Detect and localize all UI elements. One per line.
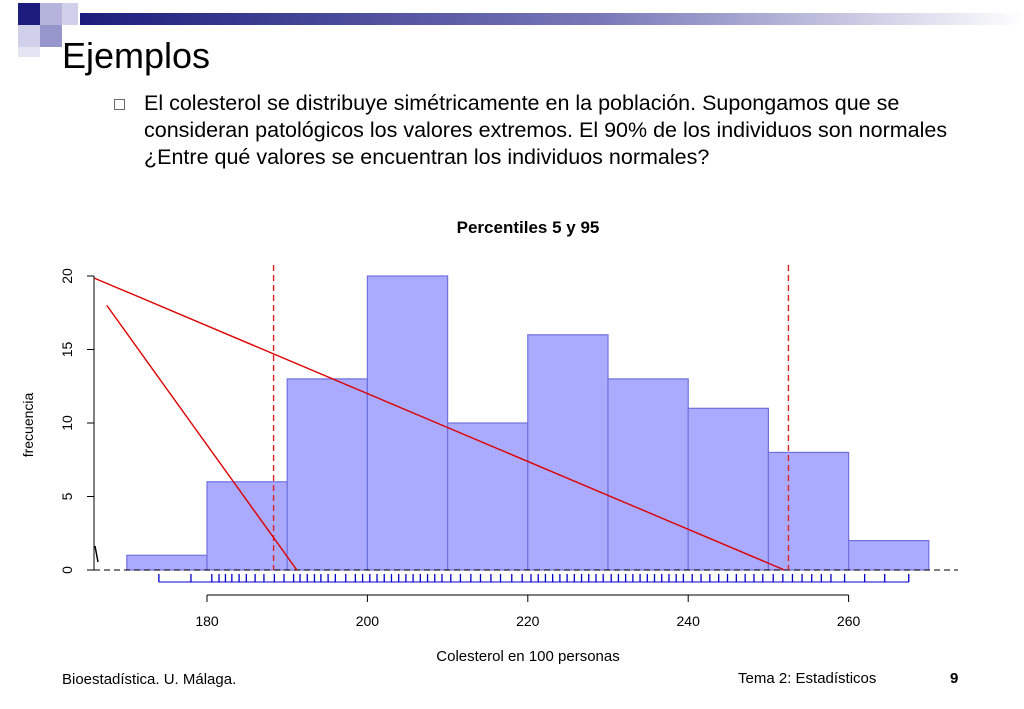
histogram-bar bbox=[767, 451, 850, 571]
deco-square-dark bbox=[40, 25, 62, 47]
histogram-bar bbox=[447, 422, 529, 571]
histogram-bar bbox=[607, 378, 689, 571]
density-curve-fragment bbox=[94, 545, 99, 563]
header-decoration bbox=[18, 3, 1024, 57]
bullet-text: El colesterol se distribuye simétricamen… bbox=[144, 91, 948, 169]
deco-square-light bbox=[18, 25, 40, 47]
footer-left: Bioestadística. U. Málaga. bbox=[62, 671, 237, 688]
plot-area: 0 5 10 15 20 180 200 220 240 260 bbox=[59, 265, 958, 629]
deco-square-light bbox=[62, 3, 78, 25]
histogram-bar bbox=[847, 540, 930, 571]
x-tick-label: 260 bbox=[837, 613, 861, 629]
histogram-bar bbox=[286, 378, 369, 571]
histogram-bar bbox=[366, 275, 449, 571]
fit-line bbox=[106, 304, 298, 571]
deco-square-light bbox=[40, 3, 62, 25]
bullet-square-icon bbox=[114, 99, 125, 110]
y-tick-label: 0 bbox=[59, 566, 75, 574]
histogram-bar bbox=[527, 334, 609, 571]
histogram-bar bbox=[206, 481, 288, 571]
page-number: 9 bbox=[950, 670, 959, 687]
deco-gradient-bar bbox=[80, 13, 1024, 25]
deco-square-light bbox=[18, 47, 40, 57]
y-tick-label: 5 bbox=[59, 492, 75, 500]
x-tick-label: 200 bbox=[356, 613, 380, 629]
chart-title: Percentiles 5 y 95 bbox=[457, 218, 600, 237]
histogram-chart: Percentiles 5 y 95 0 5 10 15 20 180 200 220 240 2… bbox=[20, 218, 958, 665]
deco-square-dark bbox=[18, 3, 40, 25]
y-tick-label: 15 bbox=[59, 342, 75, 358]
x-tick-label: 240 bbox=[677, 613, 701, 629]
y-tick-label: 20 bbox=[59, 268, 75, 284]
y-axis-label: frecuencia bbox=[20, 392, 36, 457]
histogram-bar bbox=[126, 554, 208, 571]
x-tick-label: 180 bbox=[195, 613, 219, 629]
footer-center: Tema 2: Estadísticos bbox=[738, 670, 877, 687]
slide-title: Ejemplos bbox=[62, 35, 211, 76]
fit-line bbox=[94, 277, 785, 571]
x-tick-label: 220 bbox=[516, 613, 540, 629]
y-tick-label: 10 bbox=[59, 415, 75, 431]
x-axis-label: Colesterol en 100 personas bbox=[436, 648, 619, 665]
